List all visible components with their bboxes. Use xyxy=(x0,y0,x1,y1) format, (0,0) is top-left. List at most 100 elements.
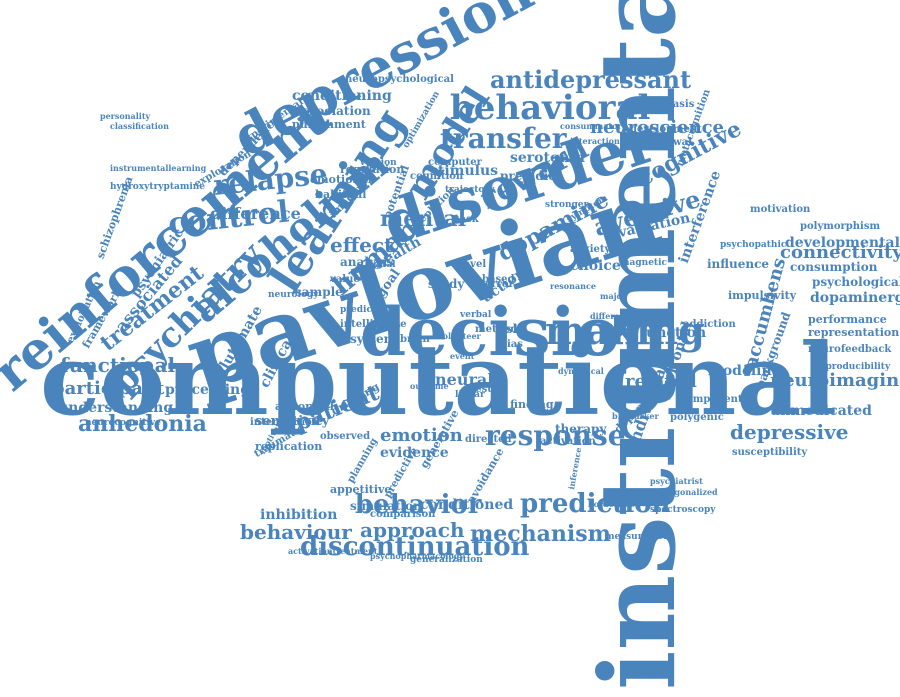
cloud-word-result: result xyxy=(470,384,503,395)
cloud-word-sample: sample xyxy=(295,285,343,299)
cloud-word-brain: brain xyxy=(400,334,430,345)
cloud-word-value: value xyxy=(330,274,360,285)
cloud-word-intervention: intervention xyxy=(250,417,320,428)
cloud-word-neurofeedback: neurofeedback xyxy=(808,344,892,355)
cloud-word-modeling: modeling xyxy=(708,363,782,379)
cloud-word-psychiatrist: psychiatrist xyxy=(650,476,703,486)
cloud-word-neuroscience: neuroscience xyxy=(590,117,724,138)
cloud-word-hydroxytryptamine: hydroxytryptamine xyxy=(110,182,206,192)
cloud-word-cognition: cognition xyxy=(410,171,464,182)
cloud-word-influence: influence xyxy=(707,257,770,271)
cloud-word-discontinuation: discontinuation xyxy=(300,532,530,562)
cloud-word-directed: directed xyxy=(465,434,512,445)
cloud-word-planning: planning xyxy=(345,436,380,485)
cloud-word-representation: representation xyxy=(808,326,900,339)
cloud-word-comparison: comparison xyxy=(370,509,436,520)
cloud-word-mental: mental xyxy=(380,206,467,232)
cloud-word-punishment: punishment xyxy=(292,118,366,131)
cloud-word-verbal: verbal xyxy=(460,310,492,320)
cloud-word-different: different xyxy=(590,311,630,321)
cloud-word-approach: approach xyxy=(360,518,465,542)
cloud-word-finding: finding xyxy=(510,398,554,411)
cloud-word-therapy: therapy xyxy=(555,422,607,436)
cloud-word-homeostasis: homeostasis xyxy=(625,99,695,110)
cloud-word-signal: signal xyxy=(365,260,396,270)
cloud-word-motivation: motivation xyxy=(750,204,811,215)
cloud-word-neuroimaging: neuroimaging xyxy=(770,370,900,391)
cloud-word-instrumentallearning: instrumentallearning xyxy=(110,163,207,173)
cloud-word-neurocognitive: neurocognitive xyxy=(85,418,161,428)
cloud-word-choice: choice xyxy=(570,258,621,274)
cloud-word-consumption: consumption xyxy=(790,260,878,274)
cloud-word-anxiety: anxiety xyxy=(570,244,611,255)
cloud-word-outcome: outcome xyxy=(410,381,449,391)
cloud-word-association: association xyxy=(295,104,371,118)
cloud-word-making: making xyxy=(545,308,705,353)
cloud-word-neurology: neurology xyxy=(268,290,319,300)
cloud-word-development: development xyxy=(630,124,702,135)
cloud-word-appetitive: appetitive xyxy=(330,483,392,496)
cloud-word-method: method xyxy=(475,324,518,335)
cloud-word-linear: linear xyxy=(455,390,485,400)
cloud-word-biomarker: biomarker xyxy=(612,411,659,421)
cloud-word-prejudice: prejudice xyxy=(500,169,564,183)
cloud-word-dynamical: dynamical xyxy=(558,366,604,376)
cloud-word-difference: difference xyxy=(210,204,301,223)
cloud-word-unmedicated: unmedicated xyxy=(770,403,872,419)
cloud-word-simulation: simulation xyxy=(350,499,422,513)
cloud-word-resonance: resonance xyxy=(550,281,596,291)
cloud-word-consummatory: consummatory xyxy=(560,121,627,131)
cloud-word-analysis: analysis xyxy=(340,255,394,269)
cloud-word-polygenic: polygenic xyxy=(670,412,724,423)
cloud-word-stronger: stronger xyxy=(545,200,589,210)
cloud-word-computer: computer xyxy=(428,157,482,168)
cloud-word-sensitivity: sensitivity xyxy=(255,414,330,429)
cloud-word-behavioral: behavioral xyxy=(450,88,651,128)
cloud-word-component: component xyxy=(680,394,743,405)
cloud-word-psychological: psychological xyxy=(812,275,900,289)
cloud-word-interactions: interactions xyxy=(570,136,625,146)
cloud-word-classification: classification xyxy=(110,121,169,131)
cloud-word-observed: observed xyxy=(320,431,371,442)
cloud-word-inhibition: inhibition xyxy=(260,507,338,523)
cloud-word-event: event xyxy=(450,351,475,361)
cloud-word-volunteer: volunteer xyxy=(438,331,481,341)
cloud-word-performance: performance xyxy=(808,313,887,326)
cloud-word-dopaminergic: dopaminergic xyxy=(810,290,900,306)
cloud-word-function: function xyxy=(640,325,707,341)
cloud-word-susceptibility: susceptibility xyxy=(732,447,808,458)
cloud-word-abnormal: abnormal xyxy=(275,400,334,413)
cloud-word-evidence: evidence xyxy=(380,445,449,461)
cloud-word-psychopathic: psychopathic xyxy=(720,240,787,250)
cloud-word-understanding: understanding xyxy=(58,400,174,416)
cloud-word-withdrawal: withdrawal xyxy=(630,137,692,148)
cloud-word-predict: predict xyxy=(340,305,377,315)
cloud-word-related: related xyxy=(625,371,697,392)
cloud-word-serotonin: serotonin xyxy=(510,150,585,166)
cloud-word-emotional: emotional xyxy=(310,173,372,186)
cloud-word-reproducibility: reproducibility xyxy=(815,362,891,372)
cloud-word-system: system xyxy=(350,332,397,346)
cloud-word-intelligence: intelligence xyxy=(340,319,407,330)
cloud-word-habitual: habitual xyxy=(315,188,367,201)
cloud-word-trajectory: trajectory xyxy=(445,185,495,195)
cloud-word-psychopharmacology: psychopharmacology xyxy=(370,551,465,561)
cloud-word-anhedonia: anhedonia xyxy=(78,411,207,437)
cloud-word-personality: personality xyxy=(100,111,151,121)
cloud-word-response: response xyxy=(485,419,626,452)
cloud-word-polymorphism: polymorphism xyxy=(800,221,881,232)
cloud-word-decision: decision xyxy=(360,293,668,371)
cloud-word-behaviour: behaviour xyxy=(240,520,352,544)
cloud-word-impulsivity: impulsivity xyxy=(728,289,797,302)
cloud-word-error: error xyxy=(485,279,514,290)
cloud-word-version: version xyxy=(360,158,397,168)
cloud-word-depressive: depressive xyxy=(730,420,849,444)
cloud-word-borderline: borderline xyxy=(588,499,636,509)
cloud-word-level: level xyxy=(460,259,487,270)
cloud-word-addiction: addiction xyxy=(683,319,736,330)
cloud-word-transfer: transfer xyxy=(440,122,567,155)
cloud-word-based: based xyxy=(482,274,515,285)
cloud-word-replication: replication xyxy=(255,440,323,453)
cloud-word-computational: computational xyxy=(40,323,838,438)
cloud-word-task: task xyxy=(455,214,479,225)
